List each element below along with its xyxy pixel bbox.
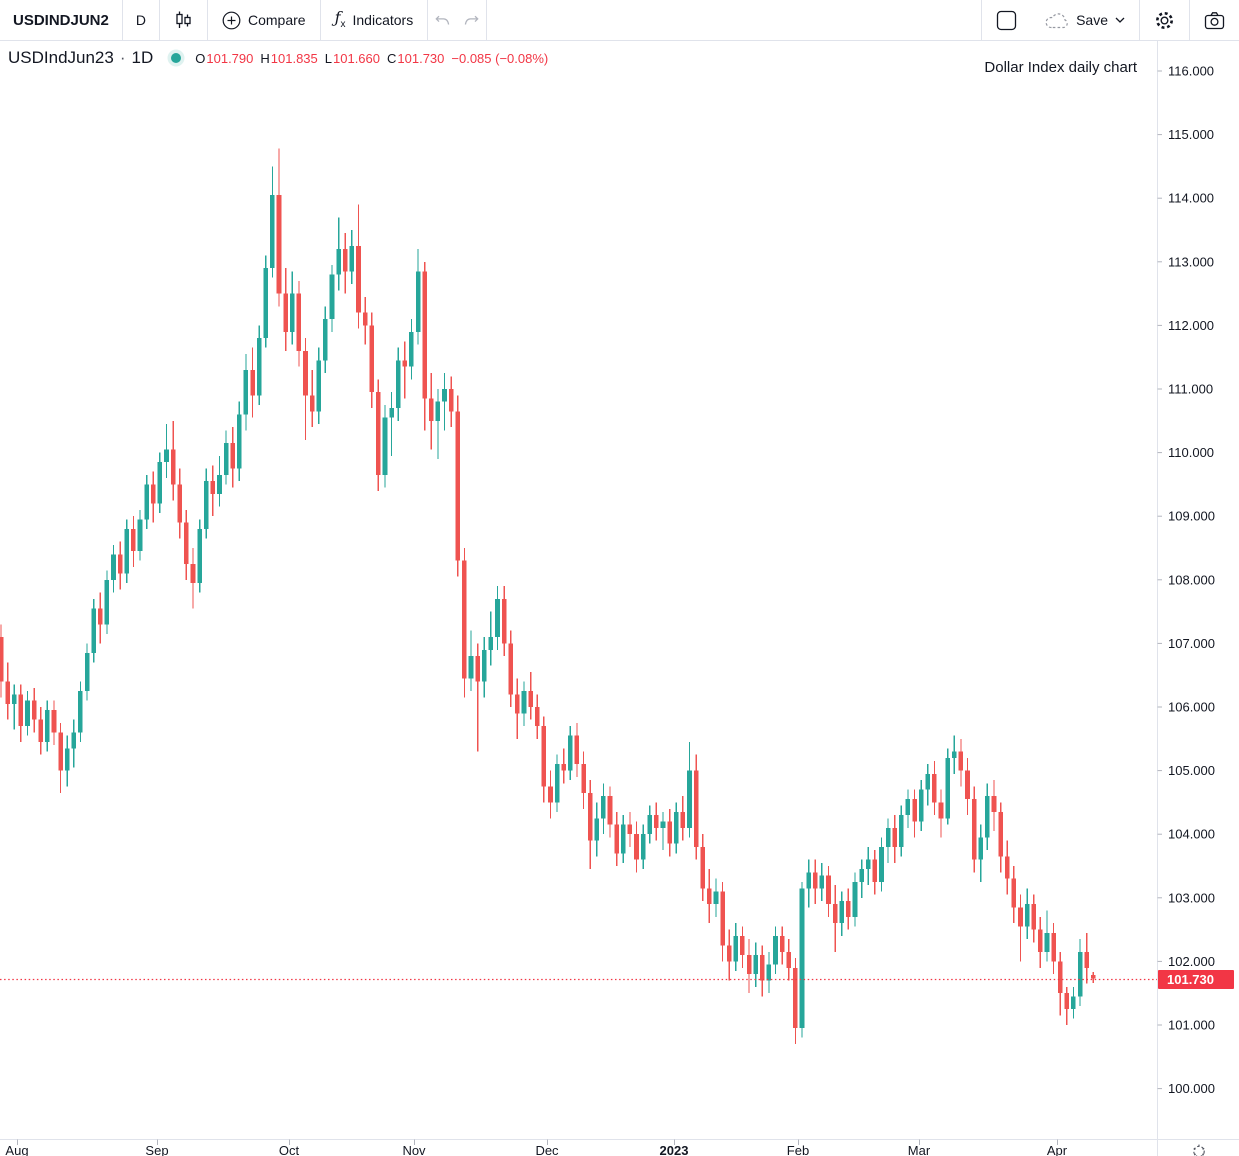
svg-text:100.000: 100.000 bbox=[1168, 1081, 1215, 1096]
indicators-label: Indicators bbox=[352, 12, 414, 28]
open-label: O bbox=[195, 50, 206, 66]
compare-button[interactable]: Compare bbox=[208, 0, 320, 40]
svg-text:106.000: 106.000 bbox=[1168, 700, 1215, 715]
camera-icon bbox=[1204, 11, 1225, 29]
svg-text:Aug: Aug bbox=[5, 1143, 28, 1156]
chevron-down-icon bbox=[1115, 17, 1125, 23]
market-status-dot[interactable] bbox=[171, 53, 182, 63]
toolbar-separator bbox=[981, 0, 983, 40]
change-value: −0.085 (−0.08%) bbox=[451, 50, 549, 66]
interval-button[interactable]: D bbox=[123, 0, 159, 40]
toolbar-separator bbox=[206, 0, 208, 40]
save-label: Save bbox=[1076, 12, 1108, 28]
svg-text:110.000: 110.000 bbox=[1168, 445, 1214, 460]
legend-interval[interactable]: 1D bbox=[131, 48, 154, 67]
toolbar-separator bbox=[121, 0, 123, 40]
svg-text:104.000: 104.000 bbox=[1168, 827, 1215, 842]
undo-button[interactable] bbox=[428, 0, 457, 40]
toolbar-separator bbox=[319, 0, 321, 40]
screenshot-button[interactable] bbox=[1190, 0, 1239, 40]
toolbar-separator bbox=[486, 0, 488, 40]
svg-text:113.000: 113.000 bbox=[1168, 254, 1214, 269]
svg-text:105.000: 105.000 bbox=[1168, 763, 1215, 778]
layout-button[interactable] bbox=[982, 0, 1031, 40]
layout-square-icon bbox=[996, 10, 1017, 30]
ohlc-values: O 101.790 H 101.835 L 101.660 C 101.730 −0.0… bbox=[195, 51, 548, 66]
chart-title-note: Dollar Index daily chart bbox=[984, 59, 1137, 76]
svg-text:108.000: 108.000 bbox=[1168, 572, 1215, 587]
fx-icon: ƒx bbox=[334, 7, 346, 31]
svg-text:Nov: Nov bbox=[402, 1143, 426, 1156]
legend-separator: · bbox=[119, 48, 126, 67]
timezone-clock-icon[interactable] bbox=[1188, 1142, 1210, 1156]
svg-text:102.000: 102.000 bbox=[1168, 954, 1215, 969]
compare-label: Compare bbox=[247, 12, 306, 28]
toolbar-separator bbox=[1189, 0, 1190, 40]
redo-icon bbox=[464, 15, 479, 25]
svg-text:Apr: Apr bbox=[1047, 1143, 1068, 1156]
legend-symbol[interactable]: USDIndJun23 bbox=[8, 48, 114, 67]
low-label: L bbox=[324, 50, 332, 66]
symbol-legend: USDIndJun23 · 1D O 101.790 H 101.835 L 101.… bbox=[8, 46, 548, 70]
toolbar-left-group: USDINDJUN2 D Compare bbox=[0, 0, 488, 40]
svg-text:2023: 2023 bbox=[660, 1143, 689, 1156]
high-label: H bbox=[260, 50, 270, 66]
svg-text:Dec: Dec bbox=[535, 1143, 559, 1156]
last-price-label[interactable]: 101.730 bbox=[1158, 969, 1234, 989]
svg-text:Mar: Mar bbox=[908, 1143, 931, 1156]
toolbar-right-group: Save bbox=[981, 0, 1239, 40]
price-axis[interactable]: 116.000 115.000 114.000 113.000 112.000 111.0… bbox=[1157, 64, 1216, 1097]
top-toolbar: USDINDJUN2 D Compare bbox=[0, 0, 1239, 41]
open-value: 101.790 bbox=[206, 50, 254, 66]
close-label: C bbox=[387, 50, 397, 66]
svg-text:107.000: 107.000 bbox=[1168, 636, 1215, 651]
svg-text:115.000: 115.000 bbox=[1168, 127, 1214, 142]
time-axis[interactable]: Aug Sep Oct Nov Dec 2023 Feb Mar Apr bbox=[5, 1139, 1068, 1156]
toolbar-separator bbox=[158, 0, 160, 40]
svg-text:Oct: Oct bbox=[279, 1143, 300, 1156]
toolbar-separator bbox=[427, 0, 429, 40]
svg-text:109.000: 109.000 bbox=[1168, 509, 1215, 524]
toolbar-separator bbox=[1139, 0, 1140, 40]
low-value: 101.660 bbox=[333, 50, 380, 66]
svg-text:111.000: 111.000 bbox=[1168, 382, 1213, 397]
plus-circle-icon bbox=[222, 11, 241, 29]
candlestick-series bbox=[0, 148, 1096, 1045]
gear-icon bbox=[1156, 11, 1173, 29]
svg-text:112.000: 112.000 bbox=[1168, 318, 1214, 333]
close-value: 101.730 bbox=[397, 50, 445, 66]
svg-text:101.000: 101.000 bbox=[1168, 1018, 1215, 1033]
svg-text:116.000: 116.000 bbox=[1168, 64, 1214, 79]
high-value: 101.835 bbox=[270, 50, 318, 66]
svg-text:Feb: Feb bbox=[787, 1143, 809, 1156]
symbol-button[interactable]: USDINDJUN2 bbox=[0, 0, 122, 40]
chart-style-button[interactable] bbox=[160, 0, 207, 40]
cloud-icon bbox=[1045, 12, 1068, 28]
settings-button[interactable] bbox=[1140, 0, 1189, 40]
svg-text:114.000: 114.000 bbox=[1168, 191, 1214, 206]
undo-icon bbox=[435, 15, 450, 25]
svg-text:Sep: Sep bbox=[145, 1143, 168, 1156]
svg-text:103.000: 103.000 bbox=[1168, 890, 1215, 905]
indicators-button[interactable]: ƒx Indicators bbox=[321, 0, 428, 40]
redo-button[interactable] bbox=[457, 0, 486, 40]
candlestick-style-icon bbox=[176, 11, 191, 28]
cloud-save-button[interactable]: Save bbox=[1031, 0, 1139, 40]
